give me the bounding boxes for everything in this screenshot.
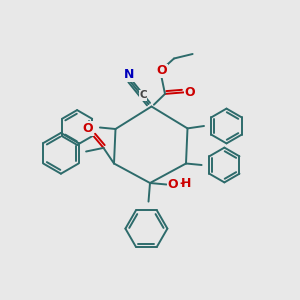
Text: O: O	[82, 122, 93, 135]
Text: O: O	[184, 86, 195, 99]
Text: N: N	[124, 68, 134, 82]
Text: O: O	[168, 178, 178, 191]
Text: H: H	[181, 177, 191, 190]
Text: C: C	[139, 90, 147, 100]
Text: -: -	[179, 177, 184, 190]
Text: O: O	[157, 64, 167, 77]
